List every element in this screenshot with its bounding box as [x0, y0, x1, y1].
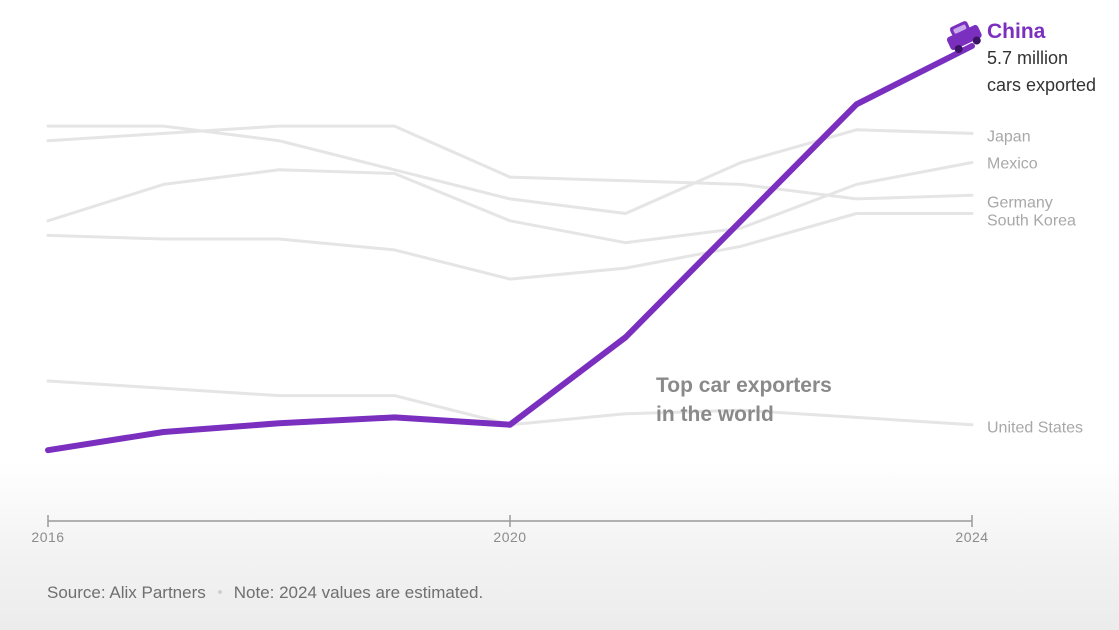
chart-title-line-1: Top car exporters: [656, 374, 832, 397]
series-label-germany: Germany: [987, 194, 1053, 211]
series-label-japan: Japan: [987, 128, 1031, 145]
x-tick-label-2020: 2020: [493, 529, 526, 545]
series-lines: [45, 43, 975, 454]
car-icon: [946, 21, 982, 53]
series-line-japan: [46, 124, 974, 215]
chart-title-group: Top car exporters in the world: [656, 374, 832, 426]
separator-dot: [217, 590, 222, 595]
x-axis: 2016 2020 2024: [31, 515, 988, 545]
chart-footer: Source: Alix Partners Note: 2024 values a…: [47, 583, 483, 603]
series-line-germany: [46, 124, 974, 201]
series-label-united-states: United States: [987, 420, 1083, 437]
series-line-china: [45, 43, 975, 454]
series-line-united-states: [46, 379, 974, 427]
series-line-mexico: [46, 161, 974, 245]
chart-title: Top car exporters in the world: [656, 374, 832, 426]
china-detail-text: cars exported: [987, 75, 1096, 95]
series-labels: Japan Mexico Germany South Korea United Stat…: [987, 128, 1083, 436]
china-value-text: 5.7 million: [987, 48, 1068, 68]
chart-title-line-2: in the world: [656, 403, 774, 426]
series-label-china: China: [987, 20, 1046, 43]
series-line-south-korea: [46, 212, 974, 281]
china-annotation: China 5.7 million cars exported: [946, 20, 1096, 95]
series-label-mexico: Mexico: [987, 156, 1038, 173]
x-tick-label-2024: 2024: [955, 529, 988, 545]
car-body: [946, 24, 982, 51]
series-label-south-korea: South Korea: [987, 213, 1076, 230]
note-text: Note: 2024 values are estimated.: [233, 583, 484, 602]
x-tick-label-2016: 2016: [31, 529, 64, 545]
source-text: Source: Alix Partners: [47, 583, 206, 602]
